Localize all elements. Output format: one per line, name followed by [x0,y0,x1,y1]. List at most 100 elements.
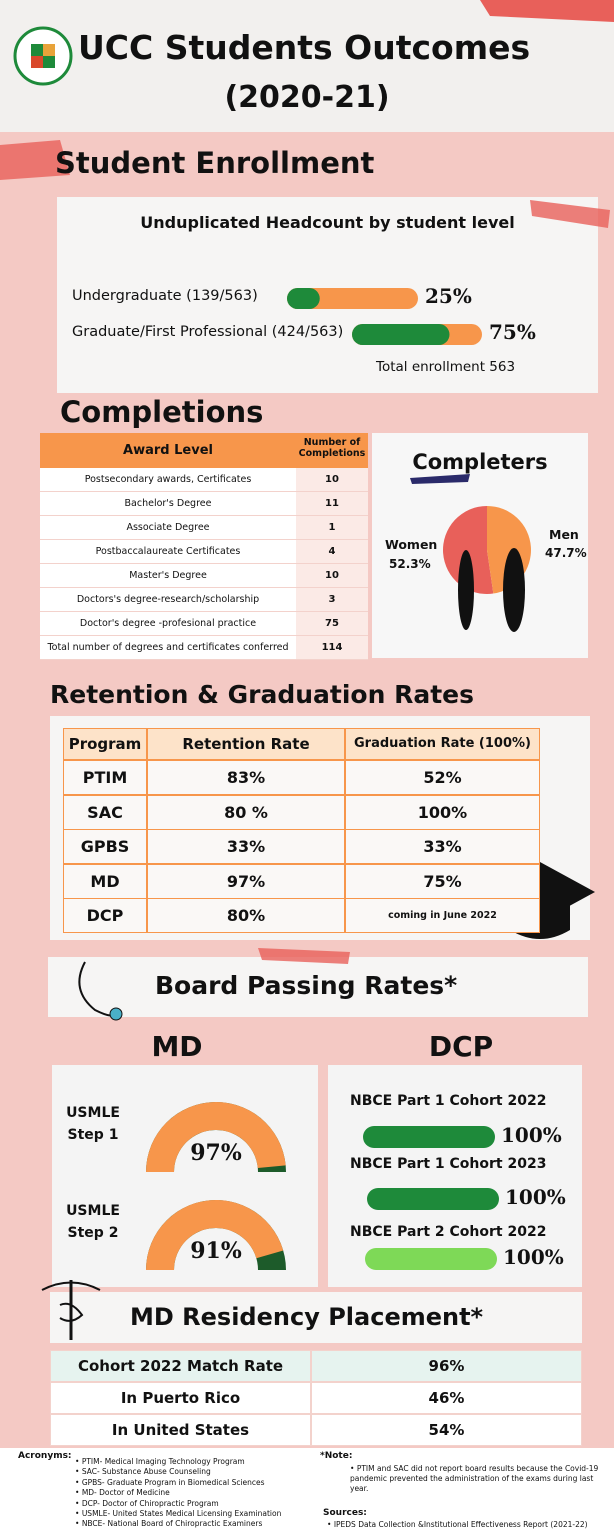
value-label: 47.7% [545,546,587,560]
value-label: 91% [190,1238,242,1264]
table-cell: 75% [345,863,540,899]
table-cell: Bachelor's Degree [40,492,296,516]
table-cell: Total number of degrees and certificates… [40,636,296,660]
value-label: 100% [501,1123,562,1147]
table-cell: SAC [63,794,147,830]
section-heading: Completions [60,395,264,429]
table-cell: In Puerto Rico [50,1382,311,1414]
footer-label: Sources: [323,1508,367,1518]
caduceus-icon [41,1281,101,1322]
value-label: 25% [425,284,472,308]
table-cell: 114 [296,636,368,660]
table-cell: 33% [345,829,540,865]
table-header: Award Level [40,433,296,468]
table-cell: Cohort 2022 Match Rate [50,1350,311,1382]
table-cell: 10 [296,564,368,588]
table-cell: 52% [345,760,540,795]
board-banner [48,957,588,1017]
bar [365,1248,497,1270]
acronym-item: SAC- Substance Abuse Counseling [75,1467,211,1476]
decor-strip [258,948,350,964]
bar [367,1188,499,1210]
legend-label: Women [385,537,438,552]
chart-title: Completers [412,450,548,474]
table-header: Number of Completions [296,433,368,468]
acronym-item: GPBS- Graduate Program in Biomedical Sci… [75,1478,265,1487]
decor-strip [480,0,614,22]
acronym-item: USMLE- United States Medical Licensing E… [75,1509,282,1518]
title: UCC Students Outcomes [78,28,531,67]
table-cell: 83% [147,760,345,795]
section-heading: MD Residency Placement* [130,1303,484,1331]
table-cell: 4 [296,540,368,564]
table-cell: Master's Degree [40,564,296,588]
value-label: 52.3% [389,557,431,571]
acronym-item: DCP- Doctor of Chiropractic Program [75,1499,219,1508]
acronym-item: MD- Doctor of Medicine [75,1488,170,1497]
subsection-heading: DCP [428,1030,494,1063]
table-header: Program [63,728,147,760]
gauge-fill [146,1199,284,1270]
table-cell: MD [63,863,147,899]
table-header: Retention Rate [147,728,345,760]
logo-part [31,44,43,56]
gauge-label: USMLE Step 2 [66,1203,120,1241]
value-label: 100% [503,1245,564,1269]
bar-label: NBCE Part 1 Cohort 2023 [350,1156,547,1172]
table-cell: DCP [63,898,147,934]
total-label: Total enrollment 563 [376,359,516,375]
section-heading: Student Enrollment [55,146,375,180]
table-cell: Postsecondary awards, Certificates [40,468,296,492]
bar [352,324,450,345]
table-cell: 54% [311,1414,582,1446]
table-cell: 100% [345,794,540,830]
table-cell: 33% [147,829,345,865]
table-cell: 80% [147,898,345,934]
footer-label: Acronyms: [18,1451,72,1461]
table-cell: 11 [296,492,368,516]
legend-label: Men [549,527,579,542]
header-band [0,0,614,132]
logo-part [43,44,55,56]
section-heading: Retention & Graduation Rates [50,680,474,709]
table-header: Graduation Rate (100%) [345,728,540,760]
category-label: Undergraduate (139/563) [72,288,258,304]
section-heading: Board Passing Rates* [155,971,458,1000]
table-cell: 75 [296,612,368,636]
value-label: 97% [190,1140,242,1166]
table-cell: coming in June 2022 [345,898,540,934]
bar-label: NBCE Part 1 Cohort 2022 [350,1093,547,1109]
gauge-label: USMLE Step 1 [66,1105,120,1143]
table-cell: 80 % [147,794,345,830]
decor-strip [0,140,70,180]
table-cell: Doctor's degree -profesional practice [40,612,296,636]
table-cell: In United States [50,1414,311,1446]
table-cell: Doctors's degree-research/scholarship [40,588,296,612]
table-cell: 97% [147,863,345,899]
table-cell: 96% [311,1350,582,1382]
table-cell: PTIM [63,760,147,795]
silhouette [503,548,525,632]
subsection-heading: MD [151,1030,203,1063]
table-cell: Associate Degree [40,516,296,540]
bar [287,288,320,309]
bar-label: NBCE Part 2 Cohort 2022 [350,1224,547,1240]
acronym-item: NBCE- National Board of Chiropractic Exa… [75,1519,263,1528]
source-item: IPEDS Data Collection &Institutional Eff… [327,1520,588,1529]
table-cell: GPBS [63,829,147,865]
table-cell: 1 [296,516,368,540]
pie-slice [442,506,494,594]
residency-banner [50,1292,582,1343]
value-label: 100% [505,1185,566,1209]
gauge-fill [146,1102,286,1172]
category-label: Graduate/First Professional (424/563) [72,324,344,340]
table-cell: 3 [296,588,368,612]
value-label: 75% [489,320,536,344]
silhouette [458,550,474,630]
bar [363,1126,495,1148]
logo-part [31,56,43,68]
bar-track [287,288,418,309]
stethoscope-icon [109,1007,123,1021]
decor-strip [530,200,610,228]
table-cell: Postbaccalaureate Certificates [40,540,296,564]
